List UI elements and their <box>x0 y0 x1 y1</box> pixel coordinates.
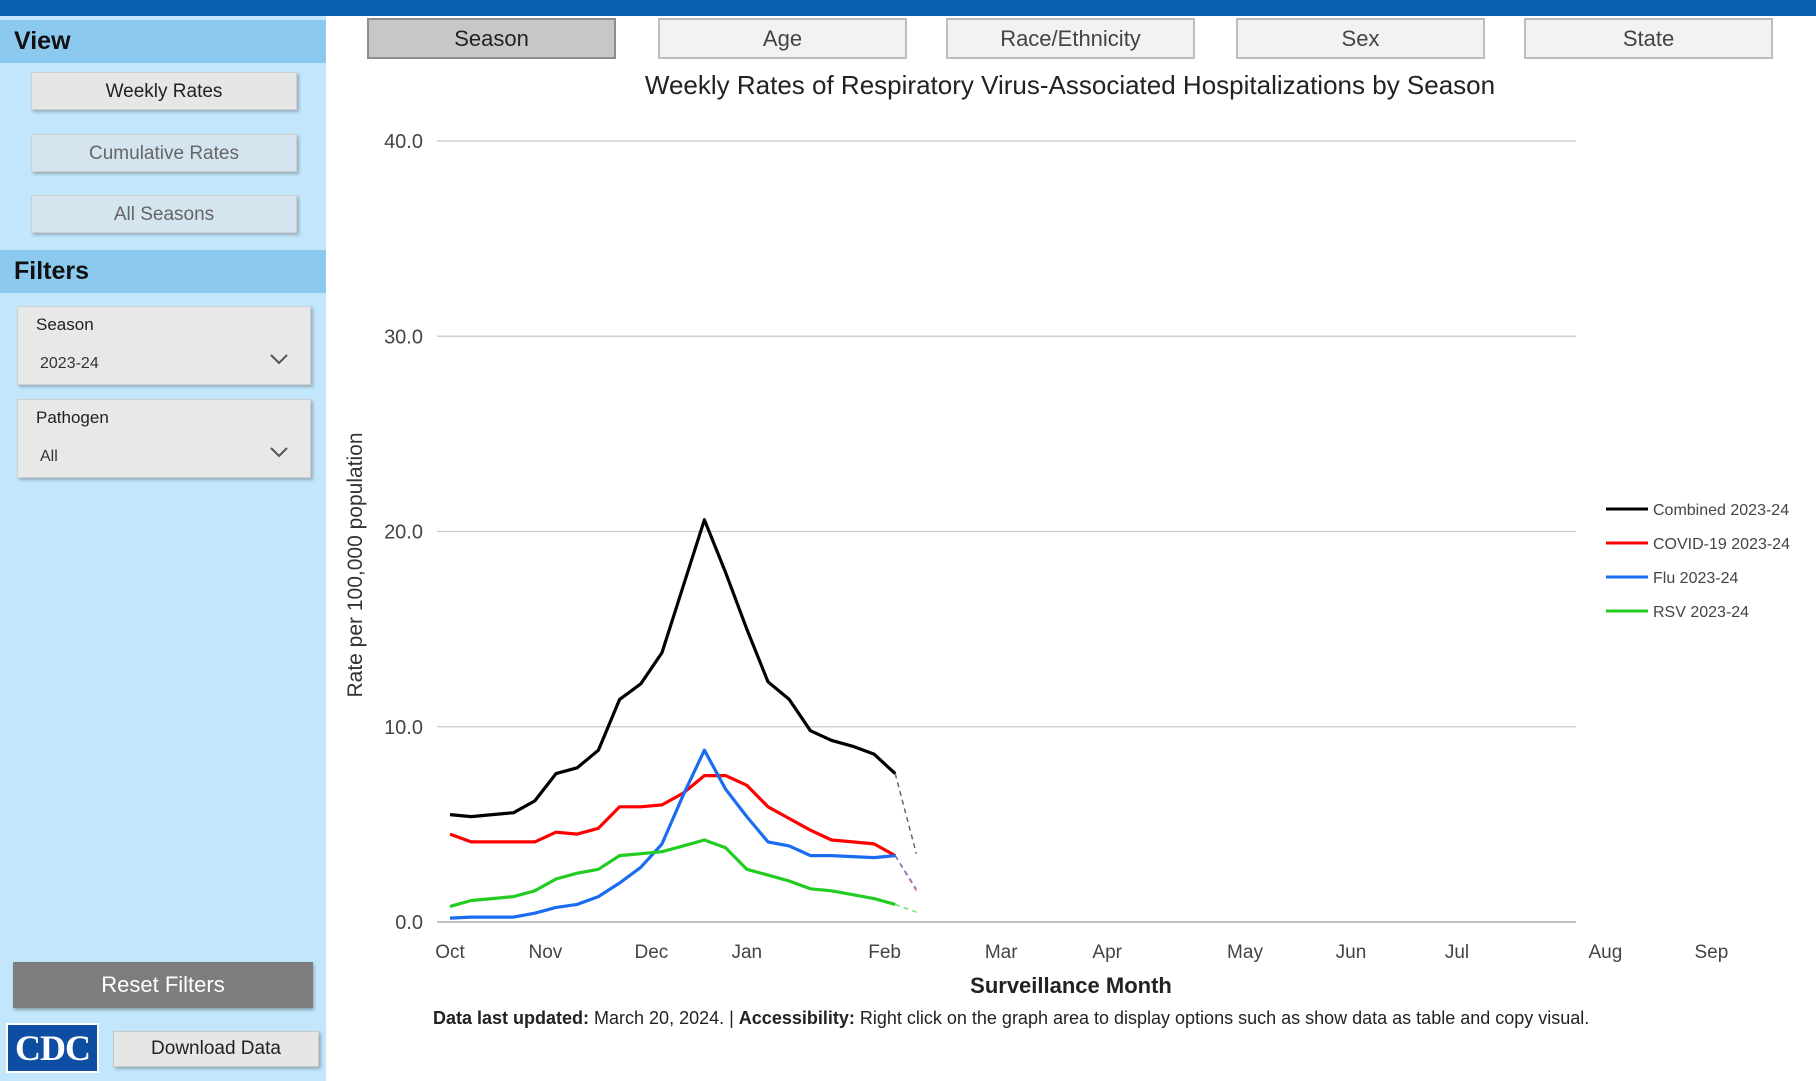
all-seasons-button[interactable]: All Seasons <box>31 195 297 233</box>
x-tick-label: Aug <box>1588 942 1622 963</box>
y-axis-title: Rate per 100,000 population <box>344 432 367 697</box>
pathogen-filter-value: All <box>40 448 58 465</box>
series-line <box>449 838 896 908</box>
legend-label: COVID-19 2023-24 <box>1653 536 1790 553</box>
x-tick-label: Jun <box>1336 942 1367 963</box>
x-tick-label: Dec <box>635 942 669 963</box>
projection-line <box>894 903 917 913</box>
updated-label: Data last updated: <box>433 1008 590 1028</box>
chevron-down-icon[interactable] <box>268 444 290 460</box>
series-line <box>449 773 896 858</box>
season-dropdown[interactable]: Season 2023-24 <box>17 306 311 385</box>
cumulative-rates-button[interactable]: Cumulative Rates <box>31 134 297 172</box>
series-line <box>449 518 897 819</box>
x-axis-title: Surveillance Month <box>970 973 1172 998</box>
x-tick-label: Feb <box>868 942 901 963</box>
series-line <box>449 748 896 920</box>
filters-heading: Filters <box>0 250 326 293</box>
accessibility-label: Accessibility: <box>738 1008 855 1028</box>
pathogen-filter-label: Pathogen <box>36 408 109 427</box>
projection-line <box>894 773 918 854</box>
y-tick-label: 30.0 <box>384 326 423 348</box>
y-tick-label: 10.0 <box>384 717 423 739</box>
chevron-down-icon[interactable] <box>268 351 290 367</box>
reset-filters-button[interactable]: Reset Filters <box>13 962 313 1008</box>
x-tick-label: Sep <box>1694 942 1728 963</box>
top-accent-bar <box>0 0 1816 16</box>
tab-race-ethnicity[interactable]: Race/Ethnicity <box>946 18 1195 59</box>
season-filter-label: Season <box>36 315 94 334</box>
x-tick-label: Nov <box>529 942 563 963</box>
chart-title: Weekly Rates of Respiratory Virus-Associ… <box>644 70 1496 100</box>
projection-line <box>894 855 918 890</box>
view-heading: View <box>0 20 326 63</box>
tab-season[interactable]: Season <box>367 18 616 59</box>
legend-label: Combined 2023-24 <box>1653 502 1789 519</box>
sidebar: View Weekly Rates Cumulative Rates All S… <box>0 16 326 1081</box>
tab-state[interactable]: State <box>1524 18 1773 59</box>
x-tick-label: Mar <box>985 942 1018 963</box>
x-tick-label: Jan <box>731 942 762 963</box>
pathogen-dropdown[interactable]: Pathogen All <box>17 399 311 478</box>
cdc-logo: CDC <box>6 1023 99 1073</box>
x-tick-label: Oct <box>435 942 465 963</box>
download-data-button[interactable]: Download Data <box>113 1031 319 1067</box>
tab-sex[interactable]: Sex <box>1236 18 1485 59</box>
weekly-rates-button[interactable]: Weekly Rates <box>31 72 297 110</box>
legend-label: RSV 2023-24 <box>1653 604 1749 621</box>
updated-value: March 20, 2024. | <box>589 1008 739 1028</box>
footnote: Data last updated: March 20, 2024. | Acc… <box>433 1008 1589 1029</box>
tab-age[interactable]: Age <box>658 18 907 59</box>
season-filter-value: 2023-24 <box>40 355 99 372</box>
legend-label: Flu 2023-24 <box>1653 570 1738 587</box>
x-tick-label: Apr <box>1092 942 1122 963</box>
line-chart[interactable]: 0.0 10.0 20.0 30.0 40.0 Oct Nov Dec Jan Feb Mar Apr… <box>330 110 1810 1005</box>
y-tick-label: 40.0 <box>384 131 423 153</box>
accessibility-value: Right click on the graph area to display… <box>854 1008 1590 1028</box>
x-tick-label: May <box>1227 942 1263 963</box>
y-tick-label: 0.0 <box>395 912 423 934</box>
y-tick-label: 20.0 <box>384 522 423 544</box>
x-tick-label: Jul <box>1445 942 1469 963</box>
